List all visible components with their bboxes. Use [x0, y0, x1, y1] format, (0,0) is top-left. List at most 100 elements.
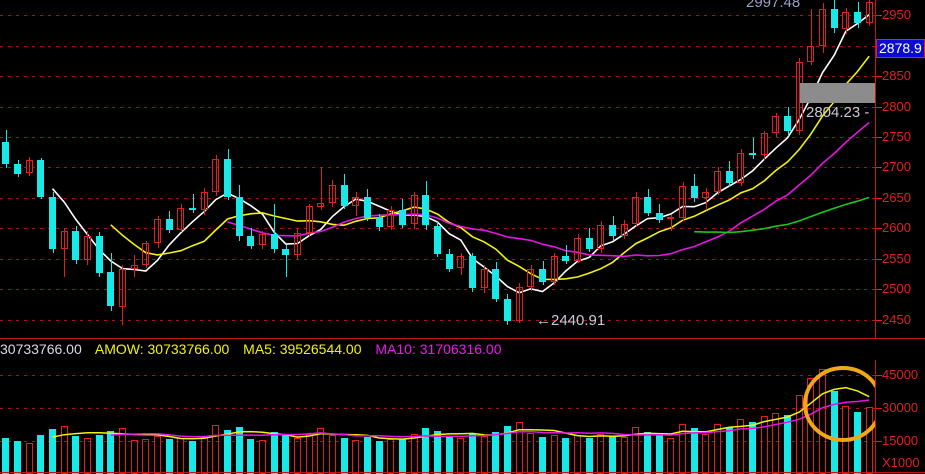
candle-body: [282, 249, 289, 255]
gridline: [0, 259, 875, 260]
candle-wick: [636, 192, 637, 227]
volume-bar: [726, 427, 733, 474]
candle-wick: [321, 167, 322, 210]
volume-bar: [37, 435, 44, 474]
price-axis-label: 2650: [882, 190, 911, 205]
volume-panel[interactable]: 45000 30000 15000 X1000: [0, 360, 925, 474]
volume-bar: [189, 441, 196, 474]
candle-body: [667, 217, 674, 219]
candle-wick: [823, 3, 824, 53]
low-price-annotation: ←2440.91: [536, 312, 606, 329]
candle-body: [352, 197, 359, 206]
candle-wick: [601, 221, 602, 253]
candle-wick: [332, 180, 333, 207]
candle-wick: [193, 194, 194, 213]
volume-bar: [831, 391, 838, 474]
volume-bar: [72, 436, 79, 474]
price-axis-label: 2500: [882, 281, 911, 296]
volume-bar: [854, 412, 861, 474]
axis-tick: [876, 198, 882, 199]
candle-body: [166, 219, 173, 230]
candle-body: [387, 210, 394, 227]
axis-tick: [876, 375, 882, 376]
volume-bar: [376, 441, 383, 474]
ma-line-ma60: [694, 196, 870, 234]
candle-wick: [741, 149, 742, 186]
volume-bar: [247, 439, 254, 474]
volume-bar: [469, 433, 476, 474]
axis-tick: [876, 167, 882, 168]
candle-body: [597, 225, 604, 249]
candle-wick: [671, 215, 672, 231]
candle-body: [376, 217, 383, 227]
candle-body: [539, 269, 546, 282]
candle-body: [189, 208, 196, 210]
candle-body: [866, 2, 873, 23]
volume-ma-vma5: [52, 386, 870, 440]
gridline: [0, 167, 875, 168]
candle-body: [772, 116, 779, 133]
axis-tick: [876, 228, 882, 229]
candle-body: [177, 208, 184, 230]
volume-bar: [644, 432, 651, 474]
candle-wick: [531, 265, 532, 291]
candle-body: [702, 192, 709, 198]
candle-wick: [64, 228, 65, 277]
candle-body: [201, 192, 208, 210]
indicator-value: 30733766.00: [0, 341, 82, 357]
indicator-ma10: MA10: 31706316.00: [375, 341, 502, 357]
candle-body: [656, 213, 663, 220]
candle-wick: [286, 245, 287, 277]
volume-bar: [271, 432, 278, 474]
gridline: [0, 289, 875, 290]
ma-line-ma5: [51, 14, 870, 294]
volume-indicator-row: 30733766.00 AMOW: 30733766.00 MA5: 39526…: [0, 339, 925, 360]
candle-wick: [414, 192, 415, 229]
volume-axis-label: 45000: [882, 367, 919, 382]
gridline: [0, 198, 875, 199]
price-panel[interactable]: 2997.48 2804.23 - ←2440.91 2950290028502…: [0, 0, 925, 338]
candle-body: [504, 299, 511, 321]
volume-axis-label: 30000: [882, 400, 919, 415]
candle-wick: [356, 192, 357, 216]
volume-bar: [586, 438, 593, 474]
candle-body: [691, 186, 698, 198]
volume-bar: [49, 429, 56, 474]
volume-axis[interactable]: 45000 30000 15000 X1000: [875, 360, 925, 474]
candle-body: [224, 159, 231, 197]
price-plot-area[interactable]: 2997.48 2804.23 - ←2440.91: [0, 0, 875, 338]
candle-body: [399, 210, 406, 225]
candle-body: [294, 233, 301, 255]
candle-body: [714, 171, 721, 192]
candle-body: [119, 269, 126, 307]
candle-body: [481, 269, 488, 288]
candle-wick: [297, 228, 298, 260]
candle-body: [317, 203, 324, 207]
gridline: [0, 107, 875, 108]
volume-bar: [166, 439, 173, 474]
candle-body: [831, 9, 838, 28]
candle-wick: [274, 204, 275, 253]
axis-tick: [876, 289, 882, 290]
current-price-marker: 2878.9: [876, 39, 925, 58]
gridline: [0, 15, 875, 16]
candle-body: [61, 231, 68, 249]
gridline: [0, 137, 875, 138]
axis-tick: [876, 441, 882, 442]
axis-tick: [876, 107, 882, 108]
volume-bar: [446, 436, 453, 474]
candle-wick: [811, 9, 812, 65]
candle-body: [726, 171, 733, 183]
axis-tick: [876, 137, 882, 138]
candle-body: [259, 234, 266, 245]
volume-bar: [236, 427, 243, 474]
axis-tick: [876, 320, 882, 321]
candle-body: [562, 256, 569, 261]
candle-body: [842, 12, 849, 29]
volume-bar: [609, 436, 616, 474]
volume-plot-area[interactable]: [0, 360, 875, 474]
axis-tick: [876, 408, 882, 409]
price-axis-label: 2600: [882, 220, 911, 235]
candle-body: [154, 219, 161, 243]
candle-body: [551, 256, 558, 282]
